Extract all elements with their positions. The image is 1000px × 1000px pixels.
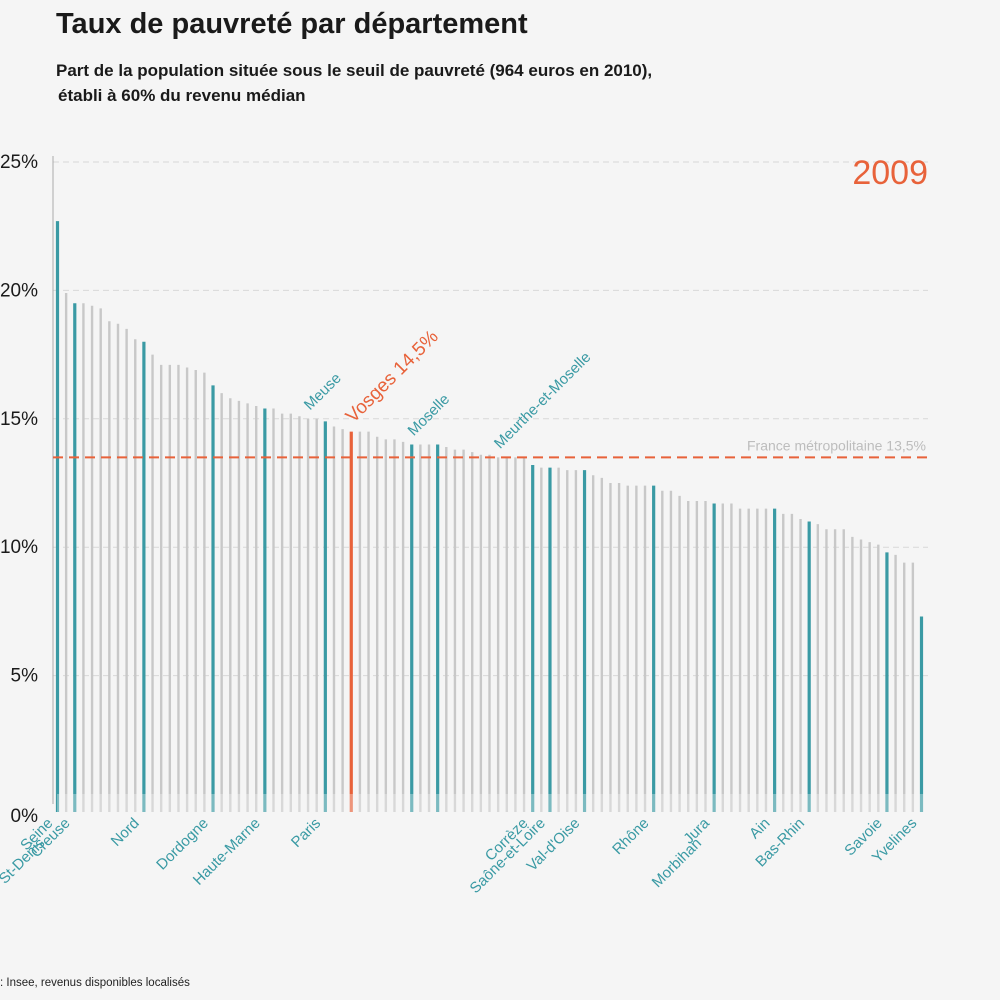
- subtitle-line-2: établi à 60% du revenu médian: [58, 86, 306, 105]
- department-label: Ain: [746, 815, 773, 842]
- department-top-label: Meurthe-et-Moselle: [491, 349, 594, 452]
- y-tick-label: 5%: [11, 666, 39, 687]
- bars: [55, 221, 930, 812]
- y-tick-label: 25%: [0, 152, 38, 173]
- baseline-band: [57, 794, 930, 812]
- reference-line-label: France métropolitaine 13,5%: [747, 437, 926, 453]
- y-tick-label: 10%: [0, 537, 38, 558]
- department-label: Nord: [108, 815, 143, 850]
- department-top-label: Moselle: [405, 391, 454, 440]
- subtitle-line-1: Part de la population située sous le seu…: [56, 61, 653, 80]
- source-note: : Insee, revenus disponibles localisés: [0, 977, 190, 989]
- gridlines: [53, 161, 928, 677]
- chart-title: Taux de pauvreté par département: [56, 8, 528, 40]
- y-axis-ticks: 0% 5% 10% 15% 20% 25%: [0, 152, 38, 827]
- department-top-label: Meuse: [301, 370, 345, 414]
- chart-subtitle: Part de la population située sous le seu…: [56, 58, 836, 108]
- department-label: Rhône: [609, 815, 652, 858]
- year-label: 2009: [852, 154, 928, 192]
- department-label: Paris: [288, 815, 324, 851]
- department-label: Morbihan: [649, 835, 705, 891]
- reference-line-group: France métropolitaine 13,5%: [53, 437, 928, 459]
- y-tick-label: 0%: [11, 806, 39, 827]
- y-tick-label: 15%: [0, 409, 38, 430]
- y-tick-label: 20%: [0, 280, 38, 301]
